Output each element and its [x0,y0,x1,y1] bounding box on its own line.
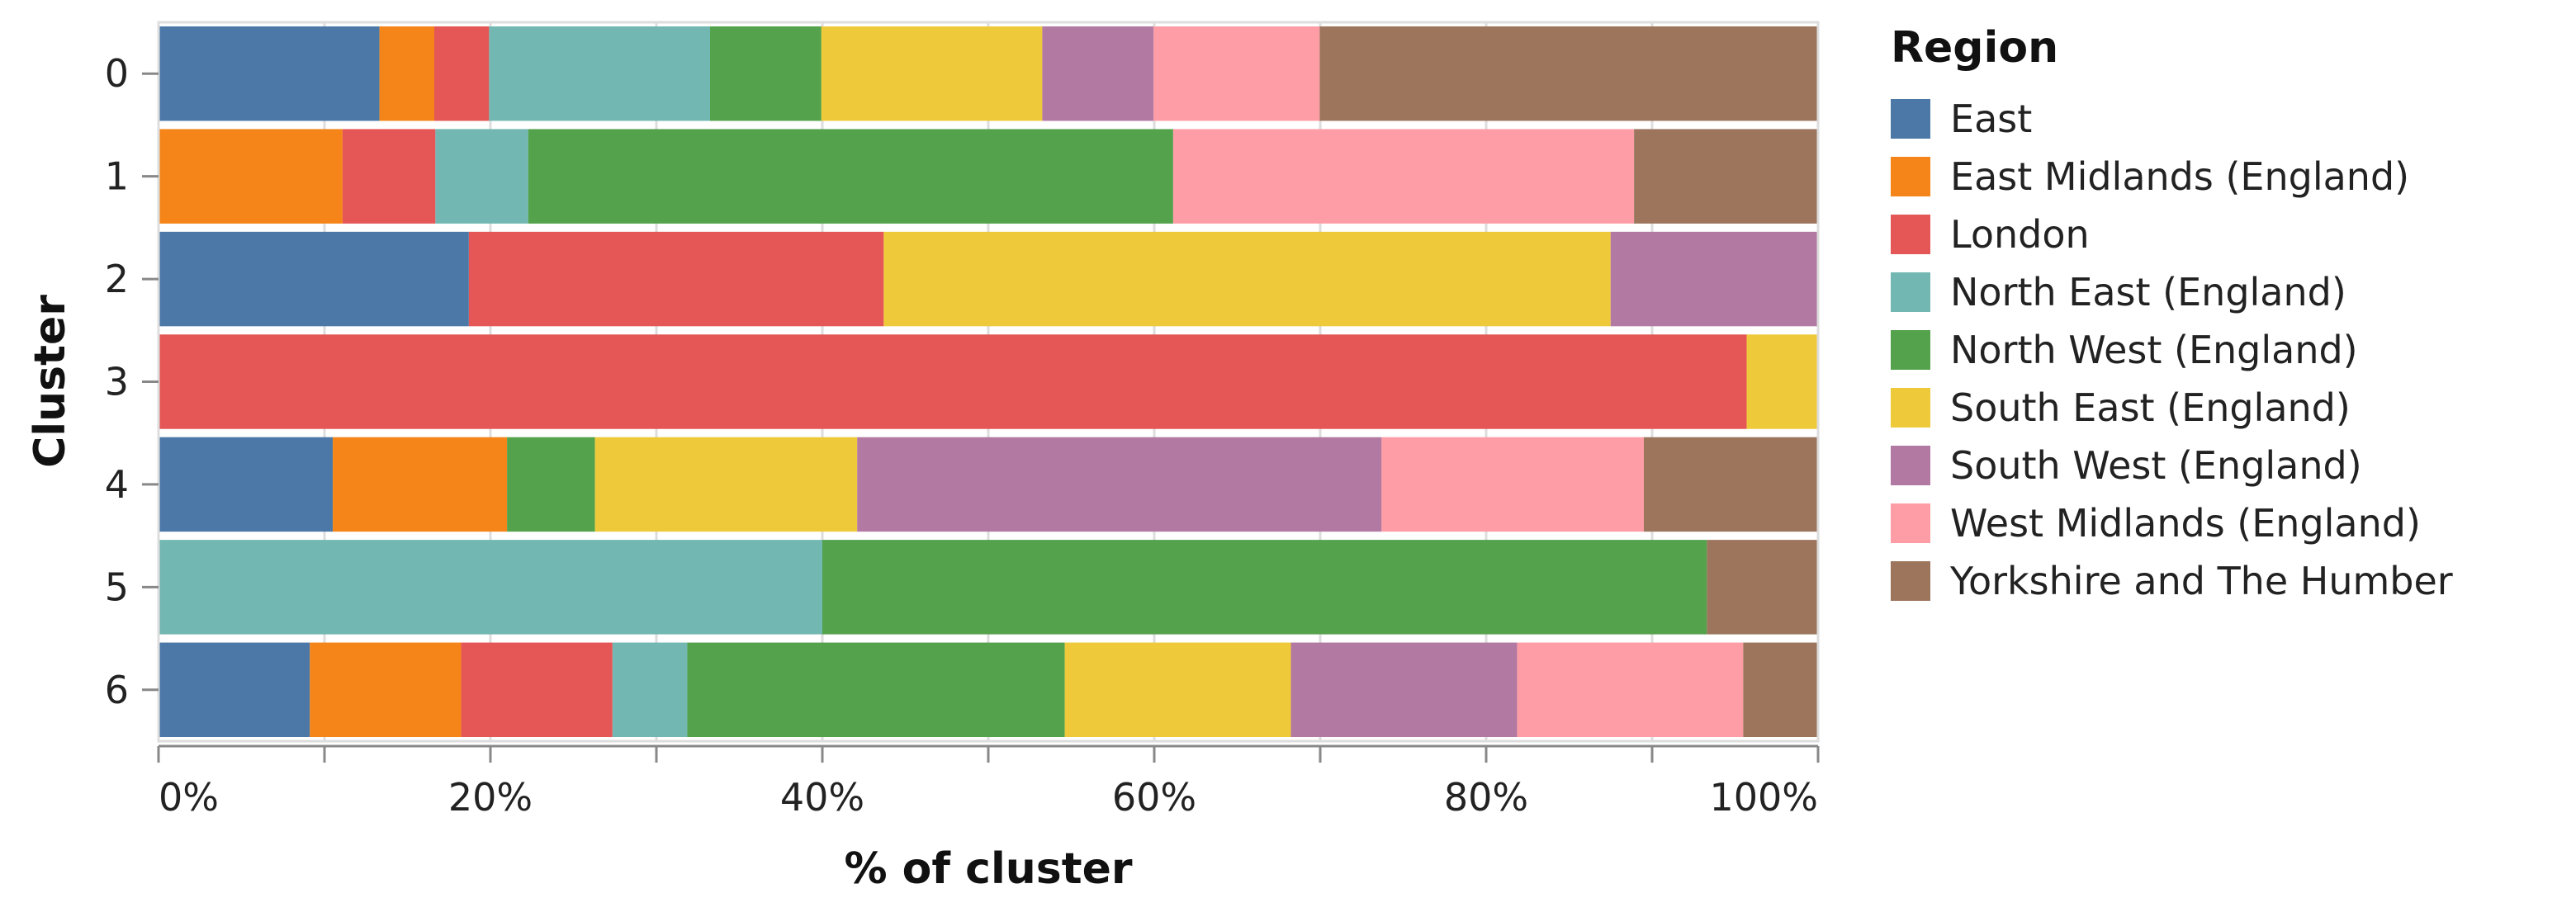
y-tick-label: 0 [105,51,129,96]
legend-swatch [1891,561,1930,601]
y-tick-label: 5 [105,565,129,609]
y-axis: 0 1 2 3 4 5 6 [105,51,159,712]
bar-segment [468,231,884,327]
legend-label: East Midlands (England) [1950,154,2409,199]
legend-swatch [1891,330,1930,370]
x-tick-label: 40% [780,775,864,820]
bar-segment [1381,437,1644,532]
bar-segment [342,129,436,224]
bar-segment [1707,540,1818,635]
bar-segment [883,231,1611,327]
bar-segment [1042,26,1154,121]
x-tick-label: 80% [1444,775,1528,820]
legend-swatch [1891,503,1930,543]
bar-segment [333,437,508,532]
bar-segment [507,437,595,532]
bar-segment [709,26,822,121]
bar-segment [159,642,310,738]
y-axis-title: Cluster [26,295,75,468]
bar-segment [159,231,469,327]
legend-swatch [1891,157,1930,196]
y-tick-label: 6 [105,668,129,712]
legend-swatch [1891,215,1930,254]
bar-segment [687,642,1065,738]
bar-segment [1746,334,1818,429]
bar-segment [379,26,434,121]
legend-title: Region [1891,23,2058,73]
bar-segment [159,540,822,635]
y-tick-label: 3 [105,360,129,404]
legend-swatch [1891,446,1930,485]
legend-label: North East (England) [1950,270,2346,314]
legend-swatch [1891,99,1930,139]
bar-segment [159,129,343,224]
bar-segment [310,642,462,738]
y-tick-label: 1 [105,154,129,199]
bar-segment [1743,642,1818,738]
bar-segment [1153,26,1320,121]
bars [159,26,1818,738]
bar-segment [159,334,1747,429]
bar-segment [528,129,1173,224]
bar-segment [1517,642,1744,738]
x-tick-label: 20% [448,775,533,820]
bar-segment [159,26,380,121]
bar-segment [594,437,858,532]
bar-segment [1319,26,1818,121]
bar-segment [159,437,334,532]
legend-label: North West (England) [1950,328,2358,372]
bar-segment [461,642,613,738]
legend-label: South West (England) [1950,443,2362,488]
bar-segment [1634,129,1818,224]
bar-segment [822,540,1707,635]
x-tick-label: 0% [159,775,219,820]
legend-swatch [1891,388,1930,428]
bar-segment [1064,642,1291,738]
y-tick-label: 2 [105,257,129,301]
bar-segment [489,26,710,121]
bar-segment [821,26,1043,121]
bar-segment [1610,231,1818,327]
bar-segment [612,642,688,738]
bar-segment [1290,642,1518,738]
legend-swatch [1891,272,1930,312]
x-axis-title: % of cluster [844,844,1132,894]
bar-segment [1172,129,1635,224]
y-tick-label: 4 [105,462,129,507]
legend-label: South East (England) [1950,385,2351,430]
legend-label: Yorkshire and The Humber [1949,559,2453,603]
x-tick-label: 60% [1112,775,1196,820]
bar-segment [1643,437,1818,532]
x-axis: 0% 20% 40% 60% 80% 100% [157,744,1820,820]
legend-label: West Midlands (England) [1950,501,2421,546]
legend-label: East [1950,97,2032,141]
legend-label: London [1950,212,2090,257]
x-tick-label: 100% [1709,775,1818,820]
bar-segment [435,129,528,224]
legend: Region East East Midlands (England) London… [1891,23,2453,603]
bar-segment [857,437,1382,532]
bar-segment [433,26,490,121]
